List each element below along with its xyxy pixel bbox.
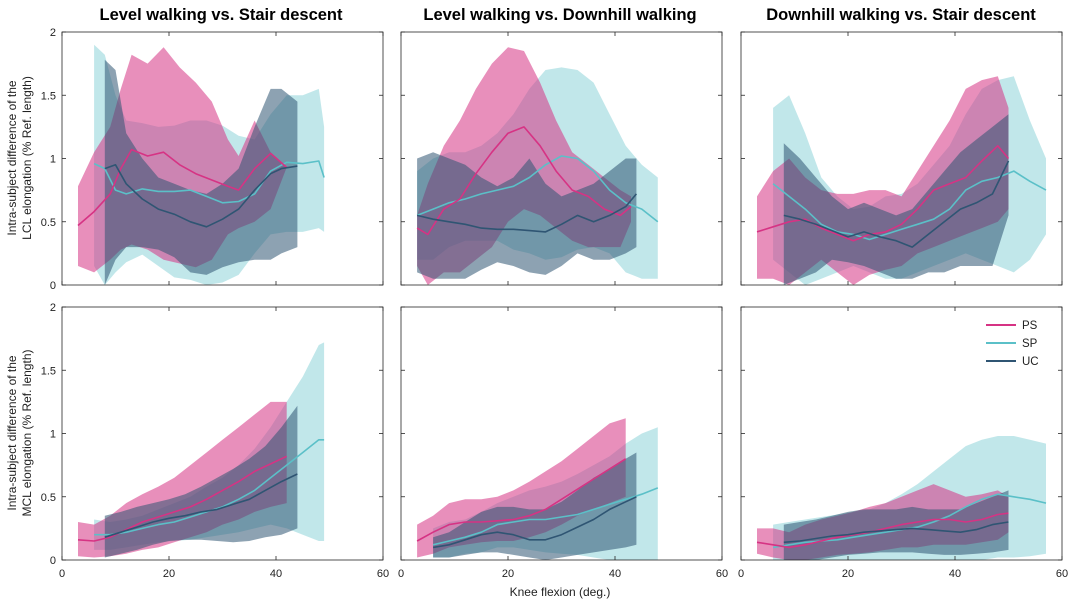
panel-r1-c1-plot-area <box>77 44 325 285</box>
panel-r2-c2: 0 20 40 60 <box>398 306 728 580</box>
panel-r1-c2-mean-line-ps <box>416 126 632 236</box>
panel-r1-c1-ytick-label: 0 <box>50 280 56 292</box>
panel-r2-c1-xtick-label: 0 <box>59 568 65 580</box>
panel-r2-c2-mean-line-ps <box>416 458 627 542</box>
panel-r1-c3 <box>740 31 1063 286</box>
panel-r2-c3-mean-line-ps <box>756 512 1009 549</box>
legend: PS SP UC <box>986 320 1039 368</box>
panel-r1-c2 <box>400 31 723 286</box>
panel-r1-c1-ytick-label: 2 <box>50 27 56 39</box>
panel-r2-c1-mean-line-ps <box>77 455 288 542</box>
panel-r2-c2-xtick-label: 0 <box>398 568 404 580</box>
ylabel-row-1: Intra-subject difference of the LCL elon… <box>5 76 34 240</box>
panel-r2-c2-mean-line-uc <box>432 496 637 549</box>
panel-r1-c2-mean-line-uc <box>416 193 638 233</box>
panel-r2-c1-ytick-label: 1 <box>50 429 56 441</box>
panel-r2-c1-ytick-label: 0.5 <box>41 492 56 504</box>
panel-r2-c1-mean-line-uc <box>104 473 298 538</box>
legend-label-uc: UC <box>1022 356 1039 368</box>
panel-r2-c3-plot-area <box>756 436 1047 560</box>
panel-r2-c3-xtick-label: 20 <box>842 568 854 580</box>
panel-r2-c3: 0 20 40 60 <box>738 306 1068 580</box>
ylabel-row-2-line-1: Intra-subject difference of the <box>5 355 19 511</box>
legend-label-sp: SP <box>1022 338 1038 350</box>
xlabel: Knee flexion (deg.) <box>510 585 611 599</box>
panel-r1-c3-band-uc <box>783 114 1009 285</box>
ylabel-row-1-line-2: LCL elongation (% Ref. length) <box>20 76 34 240</box>
panel-r1-c1-mean-line-uc <box>104 164 298 228</box>
panel-r2-c2-xtick-label: 60 <box>716 568 728 580</box>
panel-r2-c2-band-uc <box>433 452 637 560</box>
panel-r2-c1-plot-area <box>77 342 325 558</box>
panel-r2-c1-xtick-label: 40 <box>270 568 282 580</box>
ylabel-row-2-line-2: MCL elongation (% Ref. length) <box>20 350 34 517</box>
panel-r1-c1-ytick-label: 1 <box>50 154 56 166</box>
panel-r1-c2-plot-area <box>416 47 659 285</box>
panel-r1-c1: 0 0.5 1 1.5 2 <box>41 27 384 292</box>
panel-r2-c2-mean-line-sp <box>432 487 659 546</box>
panel-r2-c1-ytick-label: 2 <box>50 302 56 314</box>
panel-r1-c3-mean-line-uc <box>783 160 1010 248</box>
panel-r1-c1-ytick-label: 0.5 <box>41 217 56 229</box>
panel-r2-c1-ytick-label: 0 <box>50 555 56 567</box>
column-title-1: Level walking vs. Stair descent <box>99 6 343 24</box>
panel-r1-c3-mean-line-ps <box>756 145 1010 242</box>
panel-r2-c1-band-uc <box>104 405 298 558</box>
column-title-2: Level walking vs. Downhill walking <box>423 6 696 24</box>
panel-r1-c1-band-uc <box>104 59 298 285</box>
ylabel-row-2: Intra-subject difference of the MCL elon… <box>5 350 34 517</box>
panel-r2-c3-xtick-label: 40 <box>949 568 961 580</box>
column-title-3: Downhill walking vs. Stair descent <box>766 6 1036 24</box>
panel-r2-c2-xtick-label: 20 <box>502 568 514 580</box>
panel-r2-c1-ytick-label: 1.5 <box>41 365 56 377</box>
panel-r2-c2-xtick-label: 40 <box>609 568 621 580</box>
legend-label-ps: PS <box>1022 320 1038 332</box>
panel-r2-c1: 0 20 40 60 0 0.5 1 1.5 2 <box>41 302 389 580</box>
panel-r2-c3-xtick-label: 60 <box>1056 568 1068 580</box>
panel-r1-c1-mean-line-ps <box>77 148 288 227</box>
panel-r1-c1-ytick-label: 1.5 <box>41 90 56 102</box>
panel-r1-c3-plot-area <box>756 76 1047 285</box>
panel-r1-c1-mean-line-sp <box>93 160 325 204</box>
panel-r2-c2-plot-area <box>416 418 659 560</box>
panel-r2-c3-xtick-label: 0 <box>738 568 744 580</box>
ylabel-row-1-line-1: Intra-subject difference of the <box>5 80 19 236</box>
panel-r2-c3-mean-line-uc <box>783 521 1009 544</box>
panel-r1-c2-band-uc <box>417 152 637 279</box>
panel-r2-c1-xtick-label: 60 <box>377 568 389 580</box>
panel-r2-c1-xtick-label: 20 <box>163 568 175 580</box>
